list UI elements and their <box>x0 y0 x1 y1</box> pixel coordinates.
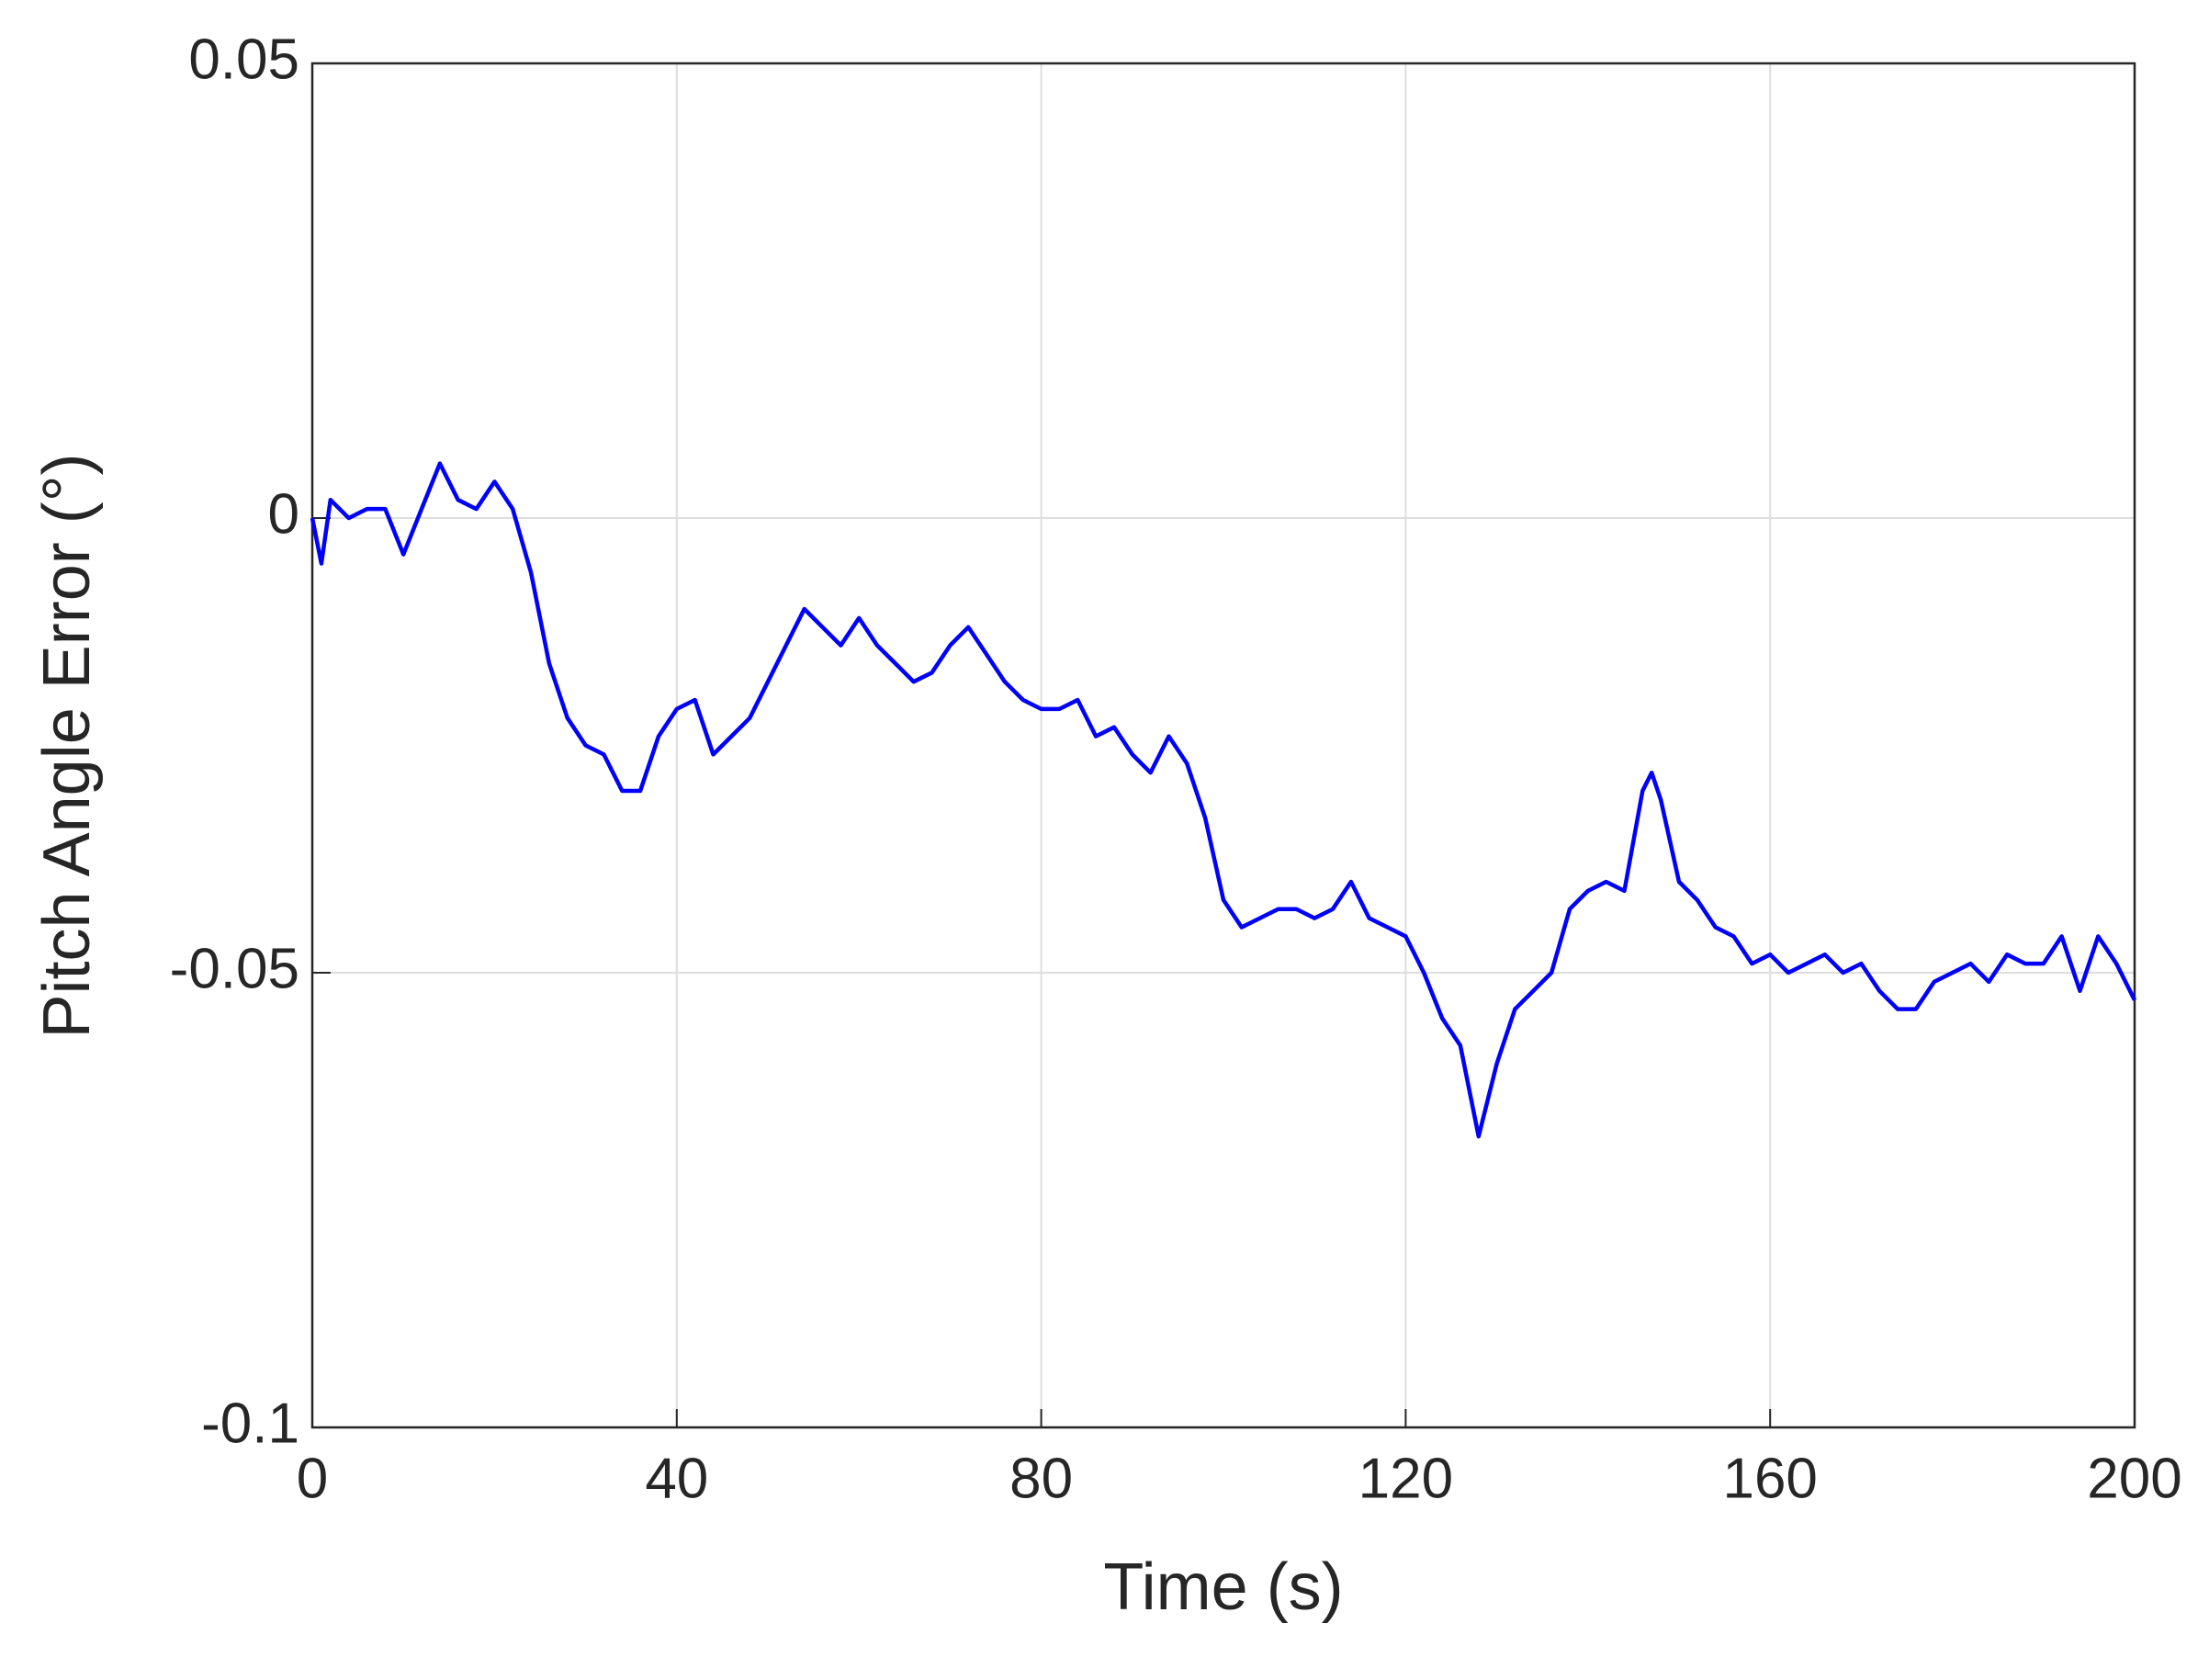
x-axis-label: Time (s) <box>1103 1550 1343 1624</box>
y-tick-label: 0.05 <box>188 28 299 91</box>
x-tick-label: 40 <box>645 1447 708 1510</box>
x-tick-label: 200 <box>2087 1447 2181 1510</box>
x-tick-label: 0 <box>297 1447 328 1510</box>
x-tick-label: 160 <box>1722 1447 1817 1510</box>
x-tick-label: 80 <box>1009 1447 1073 1510</box>
y-tick-label: -0.05 <box>170 937 299 1000</box>
plot-frame <box>310 62 2136 1429</box>
y-tick-label: -0.1 <box>201 1392 299 1455</box>
y-axis-label: Pitch Angle Error (°) <box>30 454 104 1039</box>
y-tick-label: 0 <box>268 482 299 546</box>
x-tick-label: 120 <box>1358 1447 1453 1510</box>
data-line <box>310 461 2137 1139</box>
